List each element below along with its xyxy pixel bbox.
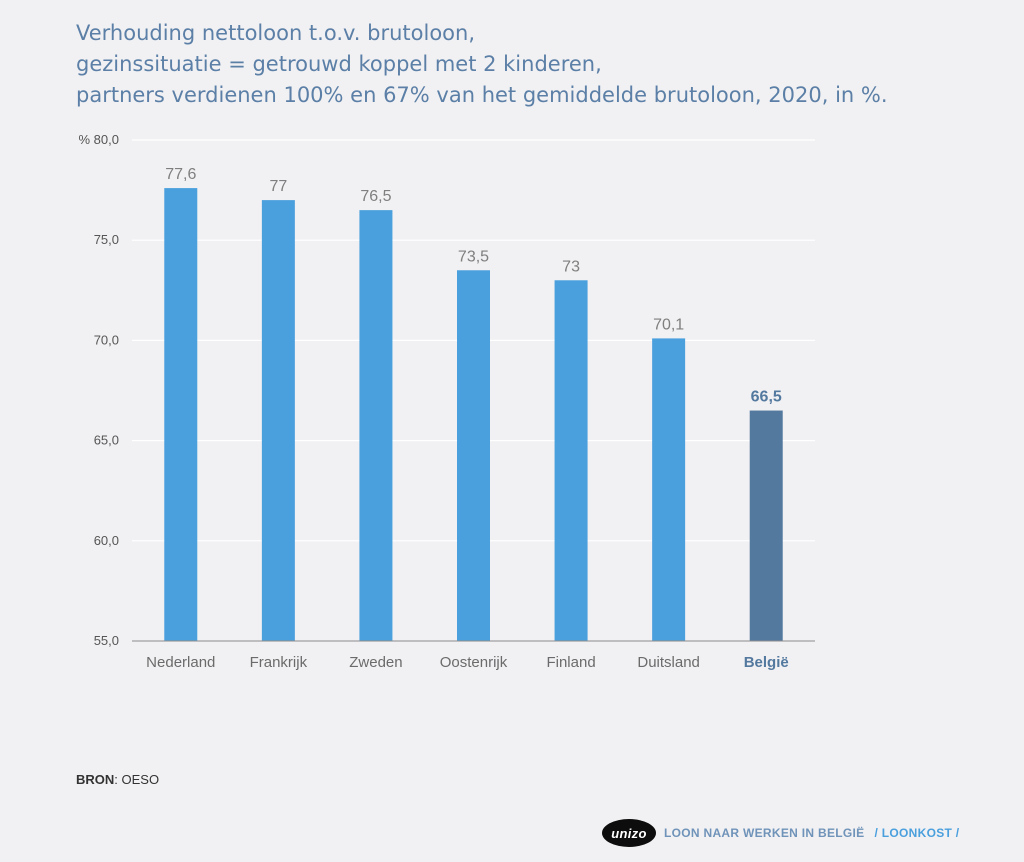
source-text: : OESO (114, 772, 160, 787)
title-line-2: gezinssituatie = getrouwd koppel met 2 k… (76, 52, 602, 76)
title-line-1: Verhouding nettoloon t.o.v. brutoloon, (76, 21, 476, 45)
data-label: 70,1 (653, 316, 684, 333)
y-tick-label: % 80,0 (79, 132, 119, 147)
x-tick-label: Zweden (349, 654, 402, 671)
y-tick-label: 75,0 (94, 232, 119, 247)
bar-chart: 55,0 60,0 65,0 70,0 75,0 % 80,0 77,6 Nederland 7… (79, 132, 815, 671)
unizo-logo: unizo (602, 819, 656, 847)
x-tick-label: Nederland (146, 654, 215, 671)
data-label: 76,5 (360, 188, 391, 205)
chart-title: Verhouding nettoloon t.o.v. brutoloon, g… (76, 18, 996, 111)
x-tick-label: Duitsland (637, 654, 700, 671)
source-note: BRON: OESO (76, 772, 159, 787)
footer-section: / LOONKOST / (874, 826, 960, 840)
bar (652, 338, 686, 641)
x-tick-label: Frankrijk (250, 654, 308, 671)
y-tick-label: 65,0 (94, 433, 119, 448)
y-tick-label: 55,0 (94, 633, 119, 648)
bar (359, 210, 393, 641)
bar (749, 410, 783, 641)
data-label: 77,6 (165, 166, 196, 183)
data-label: 77 (269, 178, 287, 195)
x-tick-label: Oostenrijk (440, 654, 508, 671)
data-label: 73 (562, 258, 580, 275)
y-tick-label: 60,0 (94, 533, 119, 548)
bar (457, 270, 490, 641)
footer: unizo LOON NAAR WERKEN IN BELGIË / LOONK… (602, 818, 959, 848)
x-tick-label: Finland (546, 654, 595, 671)
footer-title: LOON NAAR WERKEN IN BELGIË (664, 826, 865, 840)
x-tick-label: België (744, 654, 789, 671)
data-label: 66,5 (751, 389, 782, 406)
source-label: BRON (76, 772, 115, 787)
title-line-3: partners verdienen 100% en 67% van het g… (76, 83, 888, 107)
bar (554, 280, 588, 641)
data-label: 73,5 (458, 248, 489, 265)
bar (261, 200, 295, 641)
y-tick-label: 70,0 (94, 332, 119, 347)
bar (164, 188, 198, 641)
